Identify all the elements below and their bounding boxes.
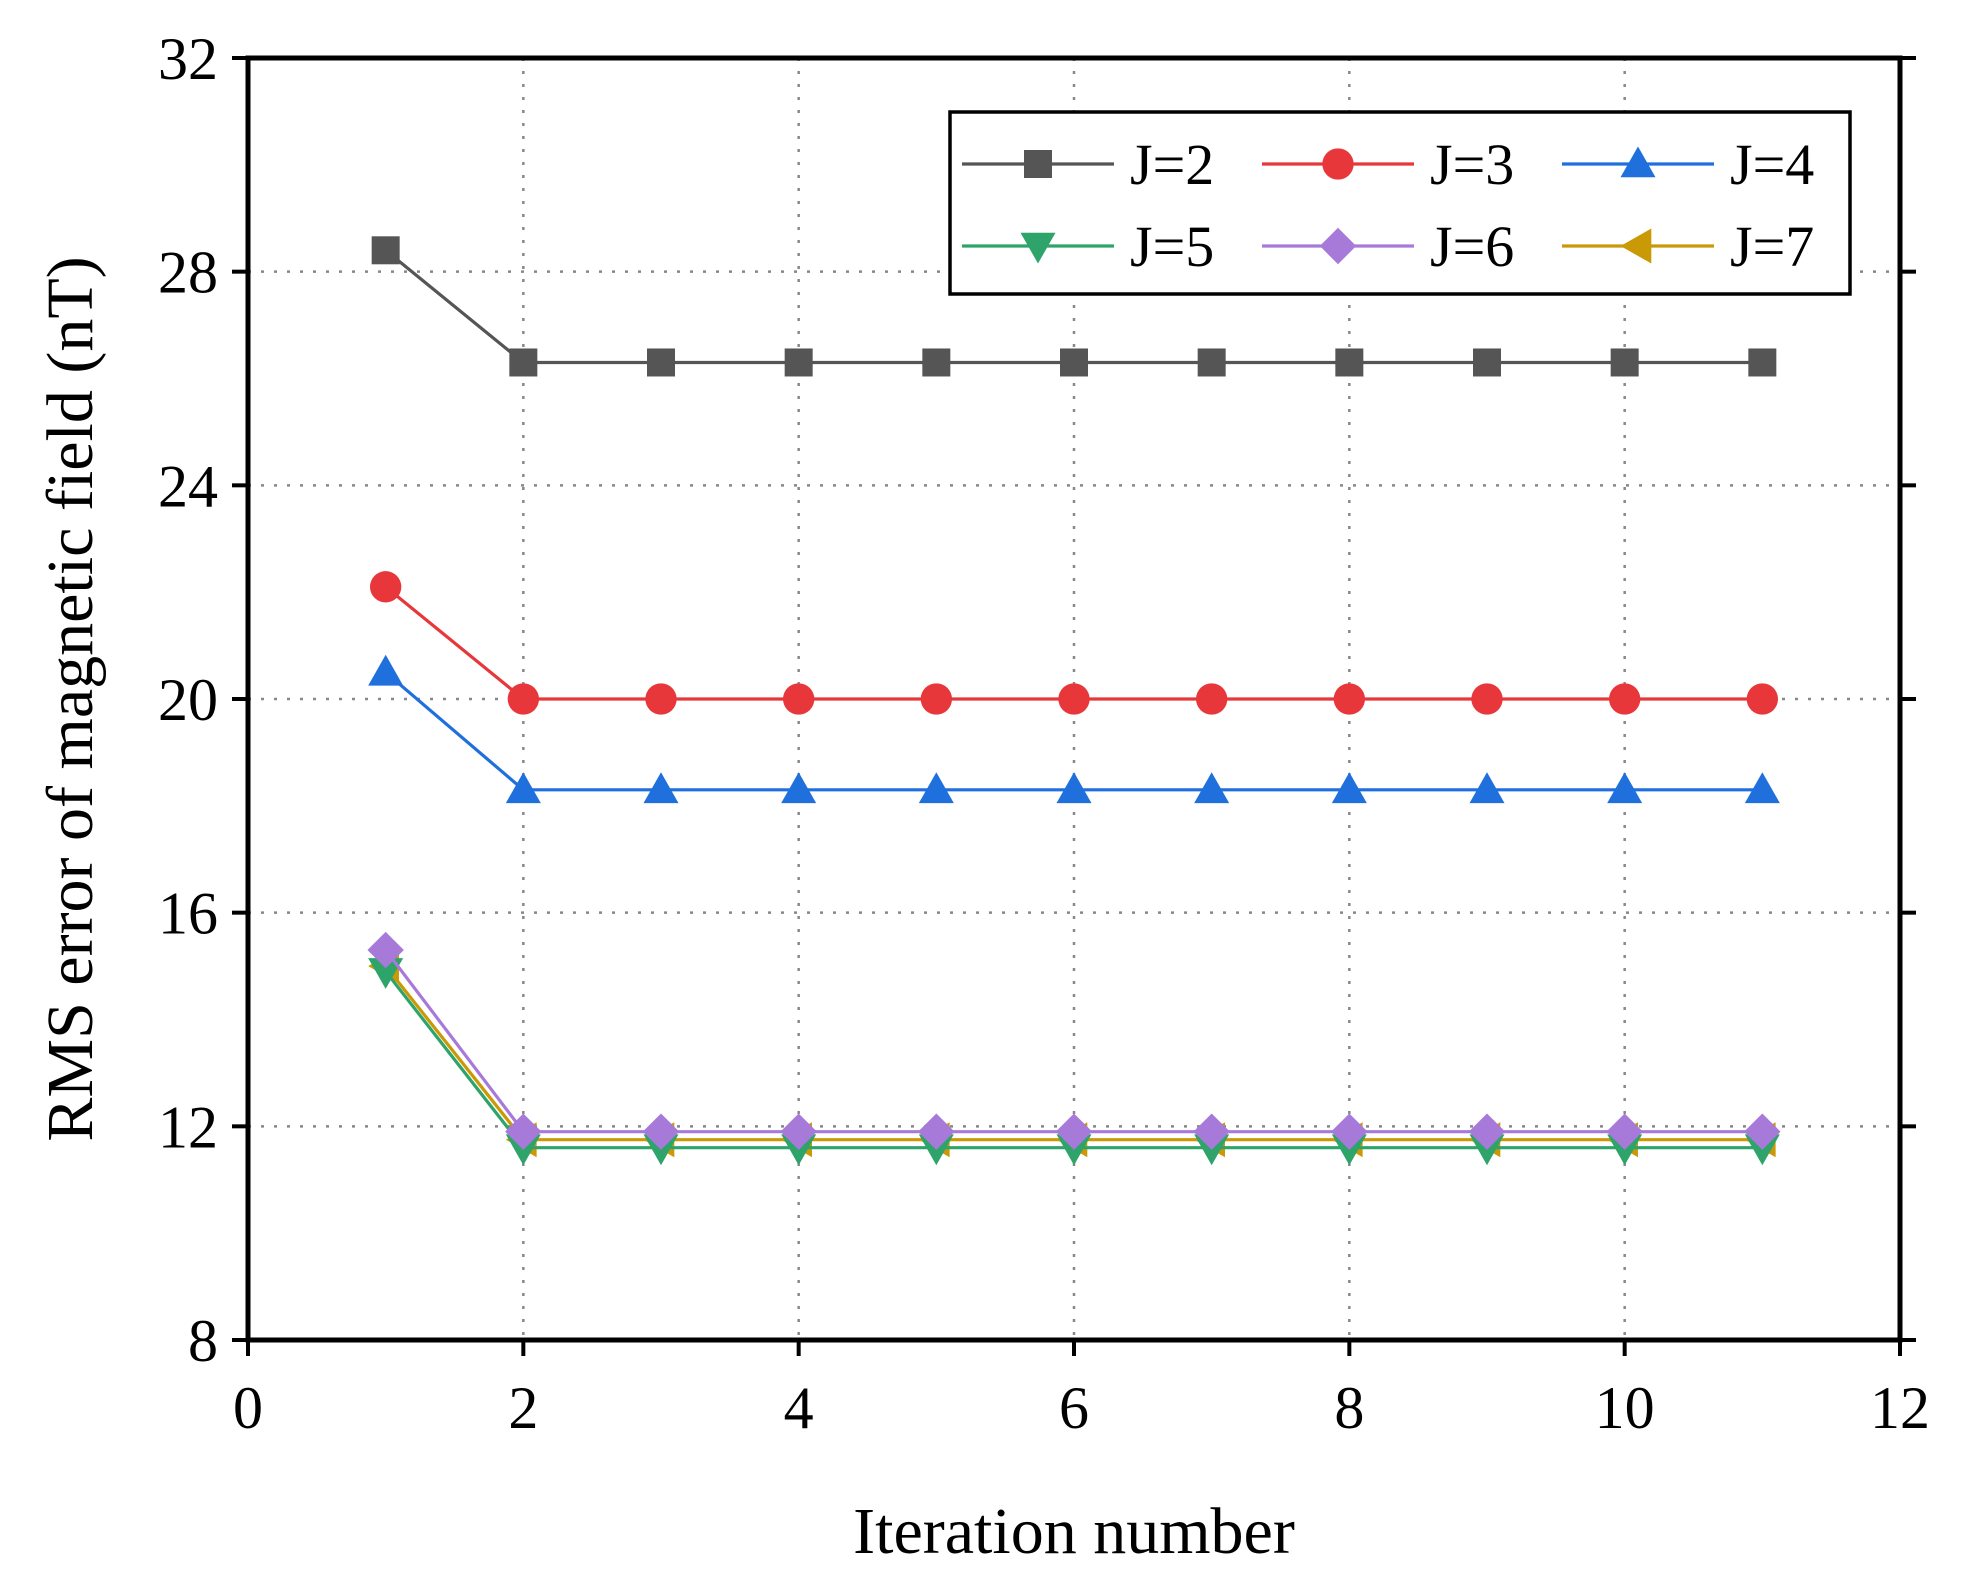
- data-point: [1056, 772, 1092, 804]
- legend-item: J=2: [962, 132, 1214, 197]
- data-point: [1193, 1113, 1230, 1150]
- data-point: [505, 772, 541, 804]
- data-point: [1335, 348, 1364, 377]
- plot-frame: [245, 55, 1903, 1343]
- data-point: [507, 683, 540, 715]
- legend-item: J=5: [962, 214, 1214, 279]
- legend-label: J=6: [1430, 214, 1514, 279]
- data-point: [1608, 683, 1641, 715]
- data-point: [368, 958, 404, 989]
- data-point: [647, 348, 675, 377]
- data-point: [918, 772, 954, 804]
- data-point: [1469, 772, 1505, 804]
- data-point: [1055, 1113, 1093, 1150]
- data-point: [1610, 348, 1639, 377]
- series-j2: [371, 236, 1777, 377]
- y-tick-label: 8: [188, 1308, 218, 1374]
- legend-label: J=2: [1130, 132, 1214, 197]
- data-point: [642, 1113, 680, 1150]
- data-point: [367, 931, 404, 969]
- data-point: [780, 1113, 817, 1150]
- data-point: [645, 683, 677, 715]
- data-point: [369, 571, 402, 603]
- data-point: [1060, 348, 1088, 377]
- y-tick-label: 20: [158, 667, 218, 733]
- data-point: [1606, 1113, 1643, 1150]
- data-point: [782, 683, 815, 715]
- data-point: [505, 1113, 542, 1150]
- data-point: [1468, 1113, 1506, 1150]
- legend-marker: [1024, 150, 1052, 178]
- y-axis-title: RMS error of magnetic field (nT): [34, 256, 107, 1141]
- y-tick-label: 28: [158, 240, 218, 306]
- x-tick-label: 10: [1595, 1375, 1655, 1441]
- data-point: [1471, 683, 1503, 715]
- y-tick-label: 24: [158, 453, 218, 519]
- legend-label: J=4: [1730, 132, 1814, 197]
- x-tick-label: 4: [784, 1375, 814, 1441]
- data-point: [920, 683, 953, 715]
- legend-marker: [1020, 232, 1056, 264]
- data-point: [368, 654, 404, 686]
- legend-label: J=5: [1130, 214, 1214, 279]
- y-tick-label: 12: [158, 1094, 218, 1160]
- data-point: [1744, 1113, 1781, 1150]
- x-axis-title: Iteration number: [853, 1495, 1295, 1568]
- data-point: [643, 772, 679, 804]
- data-point: [781, 772, 817, 804]
- data-point: [1746, 683, 1779, 715]
- legend-marker: [1319, 227, 1357, 265]
- legend-item: J=6: [1262, 214, 1514, 279]
- axis-ticks: [232, 56, 1916, 1356]
- y-tick-label: 16: [158, 881, 218, 947]
- data-point: [1607, 772, 1643, 804]
- legend-marker: [1620, 146, 1656, 178]
- data-point: [918, 1113, 955, 1150]
- data-point: [1333, 683, 1366, 715]
- data-point: [1331, 772, 1367, 804]
- data-point: [1331, 1113, 1368, 1150]
- x-tick-label: 6: [1059, 1375, 1089, 1441]
- data-point: [922, 348, 951, 377]
- series-j3: [369, 571, 1779, 715]
- data-point: [1058, 683, 1090, 715]
- x-tick-label: 2: [508, 1375, 538, 1441]
- legend: J=2 J=3 J=4 J=5 J=6 J=7: [948, 110, 1852, 296]
- data-point: [509, 348, 538, 377]
- data-point: [371, 236, 400, 265]
- series-layer: [367, 236, 1781, 1166]
- data-point: [1197, 348, 1226, 377]
- legend-label: J=3: [1430, 132, 1514, 197]
- series-j4: [368, 654, 1780, 804]
- x-tick-label: 0: [233, 1375, 263, 1441]
- legend-marker: [1322, 148, 1354, 180]
- x-tick-label: 12: [1870, 1375, 1930, 1441]
- data-point: [1744, 772, 1780, 804]
- data-point: [1748, 348, 1777, 377]
- legend-box: [948, 110, 1852, 296]
- legend-marker: [1620, 228, 1652, 264]
- series-line: [384, 949, 1763, 1134]
- y-tick-label: 32: [158, 26, 218, 92]
- legend-item: J=3: [1262, 132, 1514, 197]
- data-point: [1473, 348, 1501, 377]
- legend-item: J=7: [1562, 214, 1814, 279]
- legend-label: J=7: [1730, 214, 1814, 279]
- data-point: [1195, 683, 1228, 715]
- data-point: [784, 348, 813, 377]
- series-j6: [367, 931, 1781, 1150]
- x-tick-label: 8: [1334, 1375, 1364, 1441]
- data-point: [1194, 772, 1230, 804]
- legend-item: J=4: [1562, 132, 1814, 197]
